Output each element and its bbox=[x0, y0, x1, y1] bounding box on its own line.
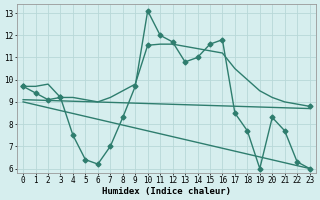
X-axis label: Humidex (Indice chaleur): Humidex (Indice chaleur) bbox=[102, 187, 231, 196]
